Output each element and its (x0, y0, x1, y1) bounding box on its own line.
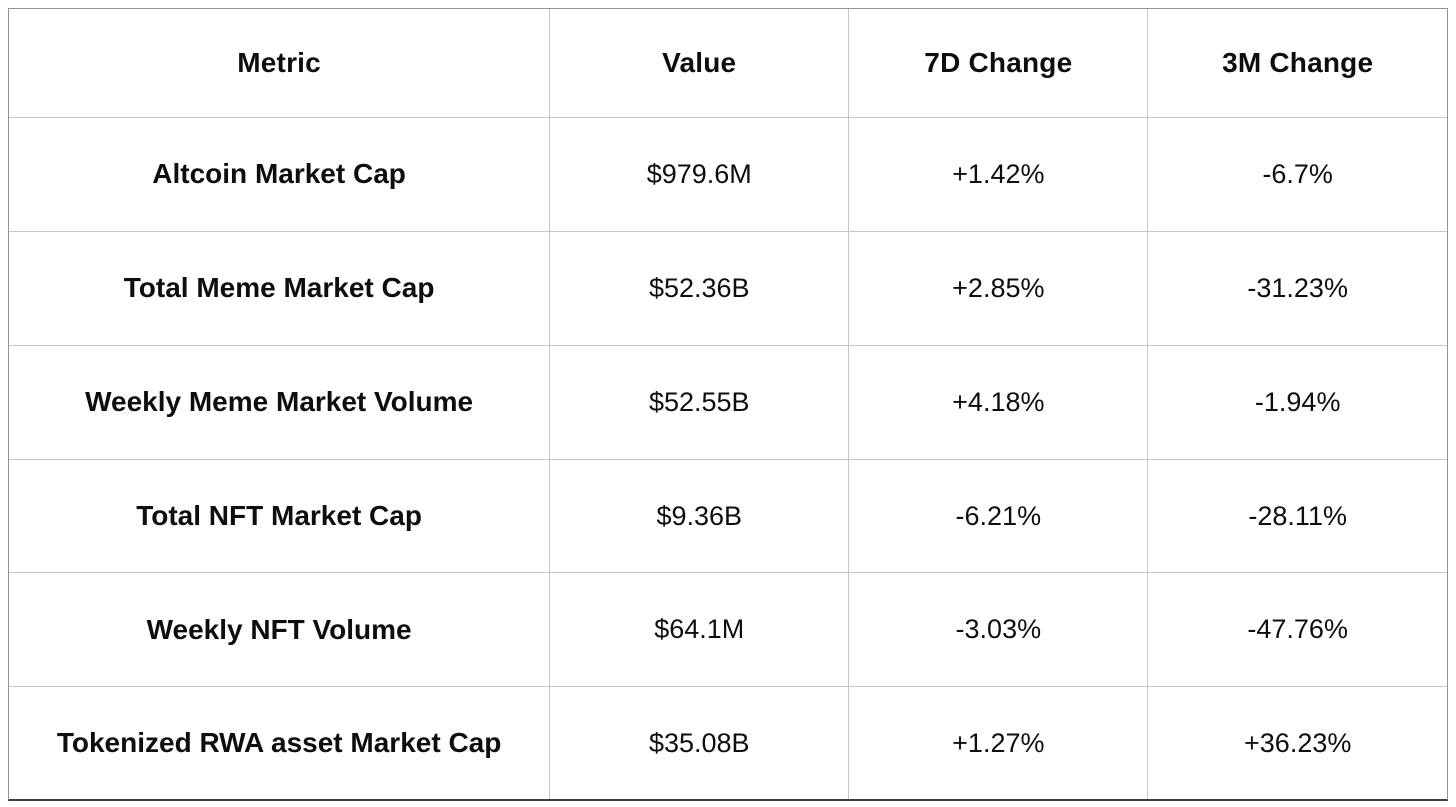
cell-3m-change: -28.11% (1147, 458, 1447, 574)
cell-3m-change: -1.94% (1147, 344, 1447, 460)
crypto-metrics-table: Metric Value 7D Change 3M Change Altcoin… (9, 9, 1447, 799)
cell-metric-name: Tokenized RWA asset Market Cap (9, 686, 551, 799)
table-header-row: Metric Value 7D Change 3M Change (9, 9, 1447, 118)
column-header-metric: Metric (9, 9, 551, 118)
table-row: Tokenized RWA asset Market Cap $35.08B +… (9, 686, 1447, 799)
cell-7d-change: +1.42% (848, 117, 1149, 232)
cell-metric-name: Total Meme Market Cap (9, 230, 551, 346)
metrics-table-container: Metric Value 7D Change 3M Change Altcoin… (8, 8, 1448, 801)
cell-value: $52.55B (549, 344, 850, 460)
cell-metric-name: Weekly NFT Volume (9, 572, 551, 688)
cell-value: $979.6M (549, 117, 850, 232)
cell-value: $64.1M (549, 572, 850, 688)
table-row: Weekly Meme Market Volume $52.55B +4.18%… (9, 344, 1447, 460)
table-row: Total NFT Market Cap $9.36B -6.21% -28.1… (9, 458, 1447, 574)
cell-7d-change: +2.85% (848, 230, 1149, 346)
cell-value: $35.08B (549, 686, 850, 799)
cell-3m-change: -6.7% (1147, 117, 1447, 232)
table-row: Altcoin Market Cap $979.6M +1.42% -6.7% (9, 117, 1447, 232)
cell-7d-change: -6.21% (848, 458, 1149, 574)
column-header-7d-change: 7D Change (848, 9, 1149, 118)
cell-metric-name: Weekly Meme Market Volume (9, 344, 551, 460)
cell-3m-change: -31.23% (1147, 230, 1447, 346)
column-header-3m-change: 3M Change (1147, 9, 1447, 118)
cell-7d-change: -3.03% (848, 572, 1149, 688)
cell-metric-name: Total NFT Market Cap (9, 458, 551, 574)
cell-3m-change: -47.76% (1147, 572, 1447, 688)
cell-metric-name: Altcoin Market Cap (9, 117, 551, 232)
table-row: Weekly NFT Volume $64.1M -3.03% -47.76% (9, 572, 1447, 688)
cell-7d-change: +4.18% (848, 344, 1149, 460)
column-header-value: Value (549, 9, 850, 118)
table-row: Total Meme Market Cap $52.36B +2.85% -31… (9, 230, 1447, 346)
cell-7d-change: +1.27% (848, 686, 1149, 799)
cell-value: $52.36B (549, 230, 850, 346)
cell-value: $9.36B (549, 458, 850, 574)
cell-3m-change: +36.23% (1147, 686, 1447, 799)
